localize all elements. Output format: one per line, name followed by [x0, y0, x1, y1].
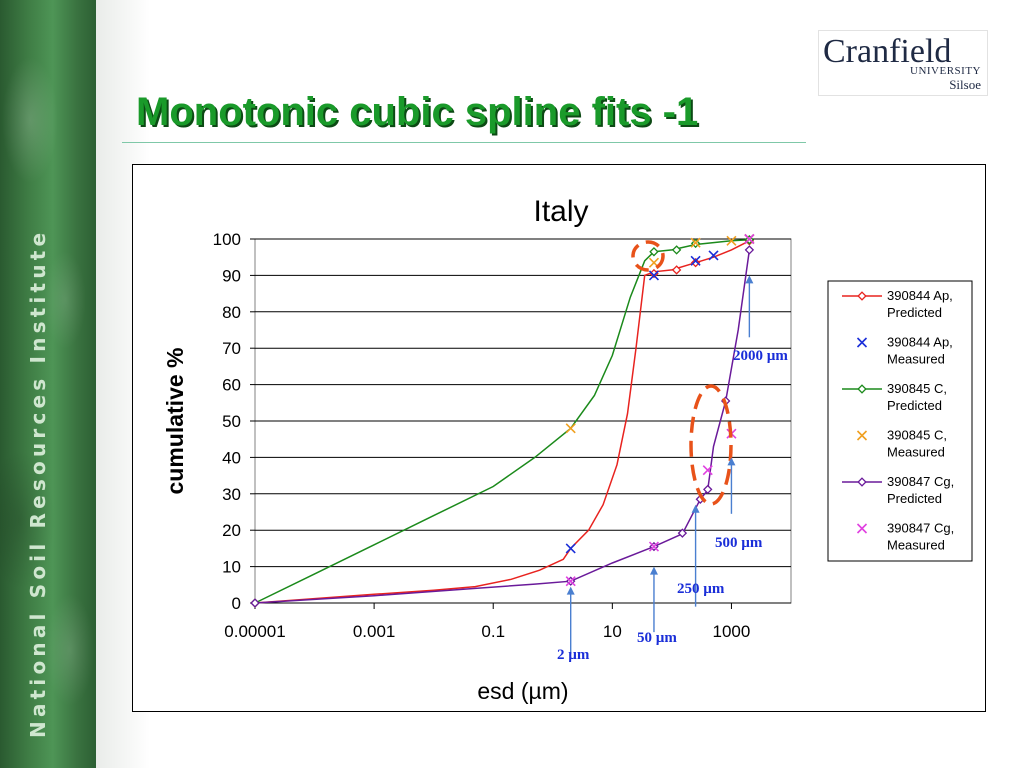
legend-label: Measured — [887, 352, 945, 367]
series-1-point — [690, 255, 701, 266]
y-tick-label: 100 — [213, 230, 241, 249]
x-tick-label: 0.00001 — [224, 622, 285, 641]
annotation-label: 2000 µm — [733, 348, 788, 364]
series-1-point — [708, 250, 719, 261]
title-underline — [122, 142, 806, 143]
legend-label: Predicted — [887, 398, 942, 413]
legend-swatch-marker — [856, 523, 868, 534]
y-tick-label: 80 — [222, 303, 241, 322]
x-tick-label: 1000 — [713, 622, 751, 641]
legend-swatch-marker — [856, 430, 868, 441]
legend-label: 390844 Ap, — [887, 335, 953, 350]
annotation-arrow-head — [745, 275, 754, 284]
sidebar-banner: National Soil Resources Institute — [0, 0, 96, 768]
series-1-point — [648, 270, 660, 281]
y-tick-label: 10 — [222, 558, 241, 577]
series-4-point — [250, 598, 260, 608]
series-5-point — [702, 465, 713, 476]
logo-line1: Cranfield — [823, 33, 952, 70]
annotation-arrow-head — [649, 566, 658, 575]
y-tick-label: 90 — [222, 266, 241, 285]
y-tick-label: 60 — [222, 376, 241, 395]
series-3-point — [690, 237, 701, 248]
chart-title: Italy — [533, 195, 588, 228]
legend-box — [827, 280, 973, 562]
series-4-point — [677, 528, 688, 538]
series-2-point — [671, 245, 682, 255]
series-4-point — [744, 245, 755, 255]
marble-texture — [0, 0, 96, 768]
series-1-point — [565, 543, 576, 554]
series-0-point — [690, 257, 701, 268]
legend-label: Predicted — [887, 491, 942, 506]
series-line-4 — [254, 249, 751, 604]
legend-label: Measured — [887, 538, 945, 553]
legend-label: Measured — [887, 445, 945, 460]
legend-label: 390847 Cg, — [887, 521, 954, 536]
series-2-point — [649, 247, 659, 257]
series-5-point — [744, 233, 755, 245]
series-3-point — [726, 235, 737, 246]
annotation-label: 2 µm — [557, 647, 590, 663]
chart-frame: 0 10 20 30 40 50 60 70 80 90 100 0.00001 0.001 0.1 10 1… — [132, 164, 986, 712]
legend-label: 390845 C, — [887, 428, 947, 443]
series-5-point — [648, 541, 660, 552]
university-logo: Cranfield UNIVERSITY Silsoe — [818, 30, 988, 96]
y-tick-label: 50 — [222, 412, 241, 431]
series-3-point — [565, 423, 576, 434]
annotation-label: 50 µm — [637, 630, 677, 646]
legend-label: Predicted — [887, 305, 942, 320]
legend-label: 390845 C, — [887, 381, 947, 396]
legend-swatch-marker — [856, 337, 868, 348]
y-tick-label: 30 — [222, 485, 241, 504]
institute-name: National Soil Resources Institute — [26, 228, 50, 738]
y-tick-label: 20 — [222, 521, 241, 540]
highlight-ellipse-top — [631, 240, 665, 272]
annotation-arrow-head — [566, 586, 575, 595]
series-line-0 — [254, 240, 750, 604]
legend-swatch-marker — [857, 384, 867, 394]
series-0-point — [671, 265, 682, 275]
legend-swatch-marker — [857, 477, 867, 487]
series-line-2 — [254, 238, 750, 604]
legend-label: 390847 Cg, — [887, 474, 954, 489]
legend-swatch-marker — [857, 291, 867, 301]
y-axis-label: cumulative % — [162, 348, 188, 495]
x-tick-label: 0.001 — [353, 622, 396, 641]
highlight-ellipse-mid — [689, 384, 733, 506]
series-5-point — [565, 576, 576, 587]
logo-line3: Silsoe — [949, 77, 981, 92]
annotation-label: 500 µm — [715, 535, 763, 551]
y-tick-label: 70 — [222, 339, 241, 358]
annotation-arrow-head — [691, 504, 700, 513]
x-tick-label: 10 — [603, 622, 622, 641]
annotation-label: 250 µm — [677, 581, 725, 597]
chart-svg: 0 10 20 30 40 50 60 70 80 90 100 0.00001 0.001 0.1 10 1… — [162, 195, 973, 704]
legend-label: 390844 Ap, — [887, 288, 953, 303]
x-axis-label: esd (µm) — [477, 678, 568, 704]
y-tick-label: 0 — [232, 594, 241, 613]
series-4-point — [703, 484, 713, 495]
y-tick-label: 40 — [222, 448, 241, 467]
slide-title: Monotonic cubic spline fits -1 — [136, 90, 699, 134]
x-tick-label: 0.1 — [481, 622, 505, 641]
logo-line2: UNIVERSITY — [910, 65, 981, 77]
annotation-arrow-head — [727, 457, 736, 466]
